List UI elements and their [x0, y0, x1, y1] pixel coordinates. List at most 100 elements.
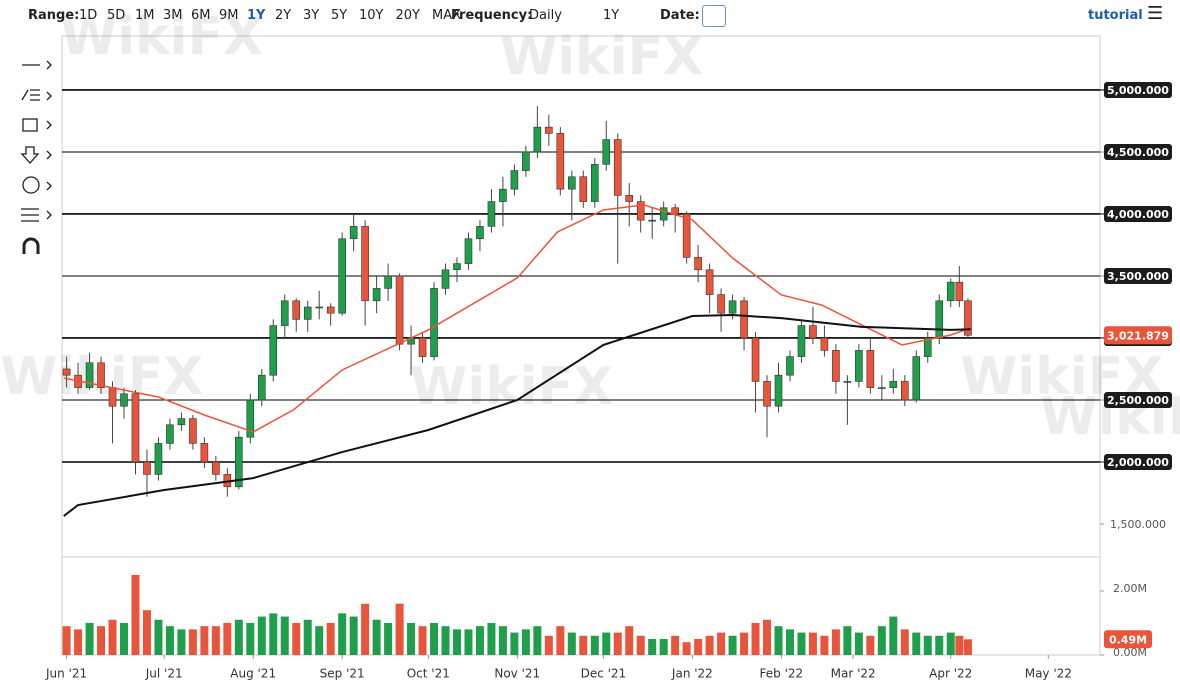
volume-bar [567, 632, 576, 655]
candle-body [797, 325, 806, 357]
menu-button[interactable]: ☰ [1147, 3, 1164, 24]
volume-bar [372, 619, 381, 655]
range-button[interactable]: 6M [191, 8, 211, 23]
candle-body [694, 257, 702, 271]
date-picker[interactable] [702, 5, 726, 27]
volume-bar [384, 622, 393, 655]
candle-body [246, 399, 255, 438]
volume-bar [315, 626, 324, 655]
range-button[interactable]: 5D [107, 8, 126, 23]
frequency-select[interactable]: Daily [529, 8, 562, 23]
candle-body [912, 356, 921, 401]
candle-body [349, 226, 358, 240]
tutorial-link[interactable]: tutorial [1088, 8, 1143, 23]
range-button[interactable]: MAX [432, 8, 462, 23]
candle-body [855, 350, 863, 382]
volume-bar [648, 638, 657, 655]
candle-body [832, 350, 840, 382]
x-tick-label: Feb '22 [760, 667, 804, 681]
volume-bar [717, 632, 726, 655]
x-tick-label: May '22 [1025, 667, 1072, 681]
x-tick-label: Dec '21 [581, 667, 627, 681]
volume-bar [108, 619, 117, 655]
volume-bar [349, 616, 358, 655]
candle-body [923, 337, 932, 357]
volume-bar [142, 610, 151, 655]
candle-body [935, 300, 944, 339]
range-button[interactable]: 10Y [359, 8, 384, 23]
volume-bar [935, 635, 944, 655]
candle-body [820, 337, 829, 351]
x-tick-label: Nov '21 [494, 667, 540, 681]
volume-bar [659, 638, 668, 655]
tool-arrow[interactable] [20, 146, 40, 164]
y-tick-box [1104, 81, 1172, 98]
last-price-box [1104, 326, 1172, 345]
candle-body [338, 238, 346, 314]
candle-body [946, 281, 955, 302]
candle-body [901, 381, 909, 401]
volume-bar [751, 622, 760, 655]
volume-bar [556, 626, 565, 655]
last-volume-box [1104, 630, 1152, 649]
candle-body [964, 300, 972, 336]
y-tick-label: 4,500.000 [1107, 146, 1169, 159]
tool-shape[interactable] [22, 118, 38, 132]
y-tick-label: 2,000.000 [1107, 456, 1169, 469]
x-tick-label: Apr '22 [929, 667, 972, 681]
watermark: WikiFX [500, 27, 703, 87]
range-button[interactable]: 1D [79, 8, 98, 23]
volume-bar [257, 616, 266, 655]
watermark: WikiFX [60, 7, 263, 67]
candle-body [751, 337, 760, 382]
tool-note[interactable] [22, 176, 40, 194]
range-button[interactable]: 2Y [275, 8, 292, 23]
range-button[interactable]: 3M [163, 8, 183, 23]
volume-bar [705, 635, 714, 655]
range-button[interactable]: 9M [219, 8, 239, 23]
range-button[interactable]: 3Y [303, 8, 320, 23]
candle-body [108, 387, 117, 407]
range-button[interactable]: 1M [135, 8, 155, 23]
candle-body [774, 374, 783, 407]
plot-frame [61, 35, 1101, 656]
tool-fib[interactable] [21, 89, 40, 101]
volume-bar [97, 626, 106, 655]
volume-bar [820, 635, 829, 655]
period-select[interactable]: 1Y [603, 8, 620, 23]
volume-bar [269, 613, 278, 655]
candle-body [464, 238, 473, 264]
candle-body [636, 201, 645, 221]
candle-body [212, 461, 220, 475]
volume-bar [877, 626, 886, 655]
range-button[interactable]: 20Y [395, 8, 420, 23]
x-tick-label: Sep '21 [320, 667, 365, 681]
range-button[interactable]: 1Y [247, 8, 266, 23]
y-tick-label: 2,500.000 [1107, 394, 1169, 407]
volume-bar [946, 632, 955, 655]
volume-bar [854, 632, 863, 655]
volume-bar [510, 632, 519, 655]
candle-body [292, 300, 301, 320]
volume-tick-label: 0.00M [1113, 646, 1147, 659]
volume-bar [636, 635, 645, 655]
volume-bar [774, 626, 783, 655]
candle-body [326, 306, 335, 314]
volume-bar [682, 642, 691, 655]
volume-bar [200, 626, 209, 655]
volume-bar [464, 629, 473, 655]
range-button[interactable]: 5Y [331, 8, 348, 23]
volume-bar [326, 622, 335, 655]
x-tick-label: Oct '21 [407, 667, 450, 681]
last-volume-label: 0.49M [1109, 633, 1147, 646]
volume-bar [338, 613, 347, 655]
candle-body [235, 436, 243, 488]
volume-bar [430, 622, 439, 655]
volume-bar [498, 626, 507, 655]
tool-measure[interactable] [21, 208, 39, 222]
volume-bar [785, 629, 794, 655]
volume-bar [579, 635, 588, 655]
tool-magnet[interactable] [22, 237, 40, 254]
y-tick-box [1104, 143, 1172, 160]
volume-bar [613, 632, 622, 655]
